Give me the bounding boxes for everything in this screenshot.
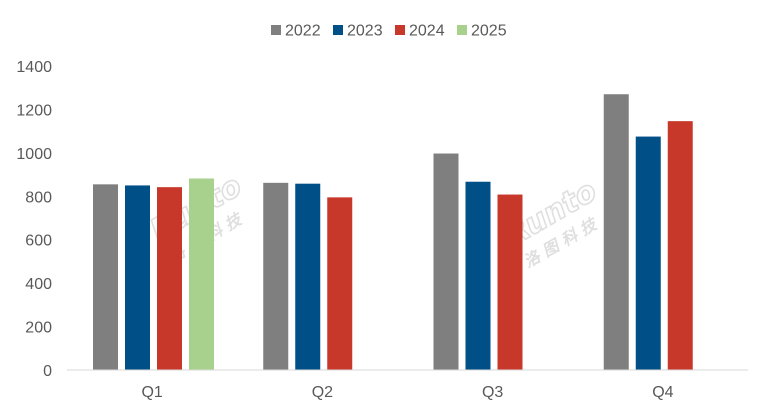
y-tick-label: 200 — [25, 320, 52, 337]
legend-swatch-2025 — [457, 25, 467, 35]
y-tick-label: 1000 — [16, 146, 52, 163]
bar-2022-Q4 — [603, 94, 629, 370]
x-axis: Q1 Q2 Q3 Q4 — [141, 384, 673, 401]
bar-2022-Q2 — [263, 182, 289, 370]
y-tick-label: 400 — [25, 276, 52, 293]
legend-label-2024: 2024 — [409, 23, 445, 40]
bar-2024-Q2 — [327, 197, 353, 370]
bar-2024-Q1 — [157, 187, 182, 370]
y-tick-label: 0 — [43, 363, 52, 380]
x-tick-label: Q3 — [482, 384, 503, 401]
y-tick-label: 1400 — [16, 59, 52, 76]
bar-2022-Q3 — [433, 153, 459, 370]
legend-label-2022: 2022 — [285, 23, 321, 40]
legend-label-2025: 2025 — [471, 23, 507, 40]
legend-swatch-2022 — [271, 25, 281, 35]
legend-label-2023: 2023 — [347, 23, 383, 40]
x-tick-label: Q2 — [312, 384, 333, 401]
bar-2023-Q1 — [125, 185, 150, 370]
y-tick-label: 800 — [25, 189, 52, 206]
bar-2023-Q3 — [465, 181, 491, 370]
legend-swatch-2024 — [395, 25, 405, 35]
legend-swatch-2023 — [333, 25, 343, 35]
y-axis: 0 200 400 600 800 1000 1200 1400 — [16, 59, 52, 380]
x-tick-label: Q4 — [652, 384, 673, 401]
bar-2024-Q4 — [667, 121, 693, 370]
bar-2023-Q2 — [295, 183, 321, 370]
x-tick-label: Q1 — [141, 384, 162, 401]
bar-2022-Q1 — [93, 184, 118, 370]
y-tick-label: 600 — [25, 233, 52, 250]
bar-2023-Q4 — [635, 136, 661, 370]
bar-2025-Q1 — [189, 178, 214, 370]
y-tick-label: 1200 — [16, 102, 52, 119]
legend: 2022 2023 2024 2025 — [271, 23, 507, 40]
bars — [93, 94, 693, 370]
bar-2024-Q3 — [497, 194, 523, 370]
